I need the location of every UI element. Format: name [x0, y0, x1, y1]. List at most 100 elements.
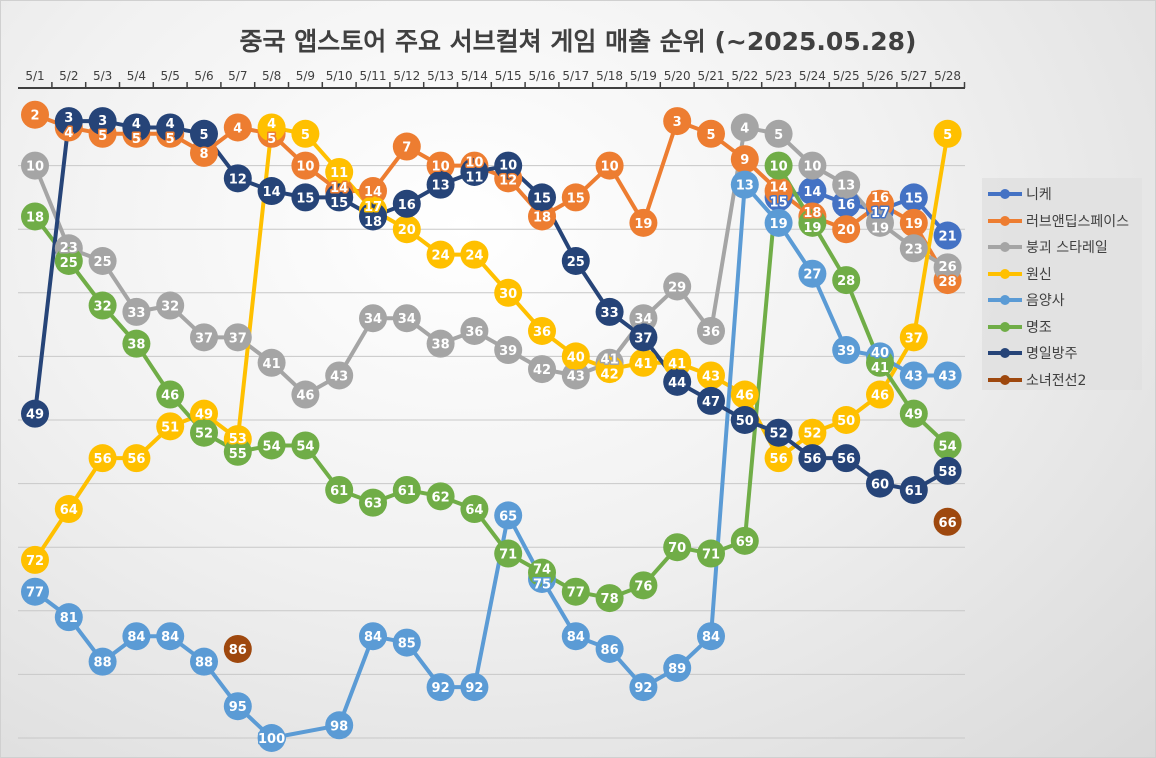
x-tick-label: 5/16 — [529, 69, 556, 83]
data-label: 61 — [398, 484, 416, 499]
data-point — [223, 692, 252, 721]
data-label: 14 — [330, 181, 348, 196]
data-point — [866, 348, 894, 377]
data-label: 36 — [702, 325, 720, 340]
x-tick-label: 5/11 — [360, 69, 387, 83]
data-point — [764, 208, 793, 237]
data-point — [730, 170, 759, 199]
data-label: 16 — [871, 191, 889, 206]
data-label: 16 — [837, 198, 855, 213]
data-point — [595, 151, 624, 180]
data-label: 16 — [398, 198, 416, 213]
data-label: 43 — [330, 369, 348, 384]
data-label: 56 — [803, 452, 821, 467]
data-point — [392, 304, 421, 333]
data-point — [798, 259, 827, 288]
x-tick-label: 5/5 — [161, 69, 180, 83]
data-point — [629, 673, 658, 702]
data-label: 43 — [905, 369, 923, 384]
series-points — [21, 100, 962, 752]
data-point — [697, 539, 725, 568]
data-label: 76 — [634, 579, 652, 594]
legend-item: 명일방주 — [988, 343, 1078, 363]
legend-item: 니케 — [988, 184, 1052, 204]
data-point — [21, 545, 49, 574]
x-tick-label: 5/27 — [900, 69, 927, 83]
data-label: 49 — [26, 408, 44, 423]
x-tick-label: 5/4 — [127, 69, 146, 83]
legend-label: 소녀전선2 — [1026, 372, 1087, 389]
legend-item: 러브앤딥스페이스 — [988, 211, 1129, 231]
data-label: 23 — [60, 241, 78, 256]
data-point — [223, 323, 252, 352]
data-label: 10 — [770, 160, 788, 175]
data-label: 78 — [601, 592, 619, 607]
data-point — [223, 634, 252, 663]
data-label: 85 — [398, 637, 416, 652]
data-label: 5 — [774, 128, 783, 143]
data-point — [156, 622, 185, 651]
data-label: 10 — [601, 160, 619, 175]
data-label: 51 — [161, 420, 179, 435]
data-point — [122, 297, 151, 326]
data-point — [561, 577, 590, 606]
data-label: 20 — [398, 223, 416, 238]
x-tick-label: 5/20 — [664, 69, 691, 83]
data-label: 3 — [98, 114, 107, 129]
data-point — [426, 329, 455, 358]
data-label: 50 — [736, 414, 754, 429]
data-label: 84 — [161, 630, 179, 645]
data-point — [257, 113, 286, 142]
data-label: 33 — [601, 306, 619, 321]
data-label: 46 — [161, 389, 179, 404]
legend-item: 명조 — [988, 317, 1052, 337]
legend-label: 음양사 — [1026, 293, 1065, 309]
data-label: 64 — [60, 503, 78, 518]
legend-label: 명일방주 — [1026, 346, 1078, 362]
data-point — [190, 418, 218, 447]
data-point — [392, 132, 421, 161]
data-label: 10 — [465, 155, 483, 170]
data-point — [291, 151, 320, 180]
data-label: 56 — [94, 452, 112, 467]
data-label: 15 — [296, 191, 314, 206]
data-point — [595, 297, 624, 326]
data-point — [764, 444, 793, 473]
data-label: 5 — [132, 132, 141, 147]
data-point — [663, 107, 692, 136]
data-label: 43 — [567, 369, 585, 384]
legend-marker-icon — [988, 189, 1022, 199]
data-point — [21, 100, 49, 129]
data-label: 13 — [837, 179, 855, 194]
data-label: 15 — [533, 191, 551, 206]
data-point — [933, 361, 962, 390]
legend-marker-icon — [988, 295, 1022, 305]
data-label: 47 — [702, 395, 720, 410]
data-label: 41 — [263, 357, 281, 372]
data-point — [561, 183, 590, 212]
data-point — [798, 151, 827, 180]
data-label: 84 — [702, 630, 720, 645]
data-point — [122, 444, 151, 473]
data-label: 4 — [267, 117, 276, 132]
data-point — [223, 113, 252, 142]
data-point — [561, 622, 590, 651]
data-point — [392, 215, 421, 244]
data-label: 18 — [803, 206, 821, 221]
data-point — [663, 272, 692, 301]
data-label: 49 — [905, 408, 923, 423]
data-point — [325, 157, 354, 186]
x-tick-label: 5/19 — [630, 69, 657, 83]
data-point — [697, 386, 725, 415]
data-label: 19 — [871, 221, 889, 236]
data-point — [730, 113, 759, 142]
data-label: 46 — [871, 389, 889, 404]
data-label: 19 — [634, 217, 652, 232]
data-label: 37 — [634, 331, 652, 346]
data-point — [325, 361, 354, 390]
series-line — [34, 112, 950, 282]
data-point — [190, 119, 218, 148]
series-line — [33, 125, 949, 397]
data-point — [798, 444, 827, 473]
data-label: 86 — [229, 643, 247, 658]
